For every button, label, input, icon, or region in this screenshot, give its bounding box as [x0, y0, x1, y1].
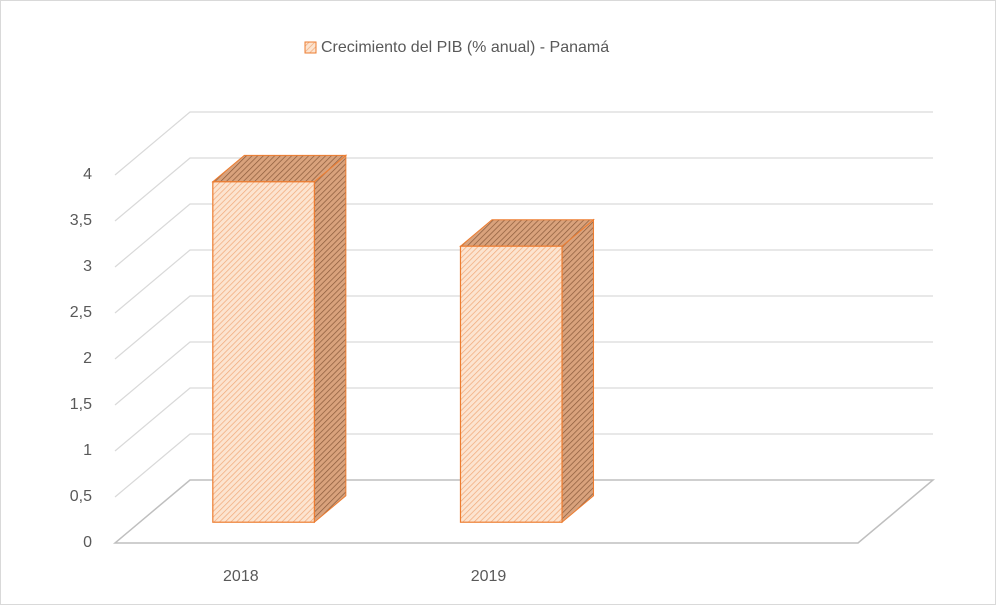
bar-side	[561, 218, 595, 524]
bar	[212, 181, 315, 523]
y-tick-label: 1,5	[70, 396, 92, 413]
legend-swatch	[304, 41, 317, 54]
grid-line	[114, 341, 933, 406]
legend-label: Crecimiento del PIB (% anual) - Panamá	[321, 39, 609, 56]
grid-line	[114, 295, 933, 360]
x-tick-label: 2018	[223, 568, 259, 585]
y-tick-label: 0,5	[70, 488, 92, 505]
grid-line	[114, 387, 933, 452]
y-tick-label: 1	[83, 442, 92, 459]
grid-line	[114, 203, 933, 268]
bar	[459, 245, 563, 523]
bar-side	[313, 154, 347, 524]
grid-line	[114, 249, 933, 314]
y-tick-label: 3	[83, 258, 92, 275]
y-tick-label: 3,5	[70, 212, 92, 229]
y-tick-label: 2	[83, 350, 92, 367]
floor	[112, 479, 936, 544]
grid-line	[114, 111, 933, 176]
y-tick-label: 4	[83, 166, 92, 183]
grid-line	[114, 433, 933, 498]
y-tick-label: 2,5	[70, 304, 92, 321]
grid-line	[114, 157, 933, 222]
x-tick-label: 2019	[471, 568, 507, 585]
y-tick-label: 0	[83, 534, 92, 551]
